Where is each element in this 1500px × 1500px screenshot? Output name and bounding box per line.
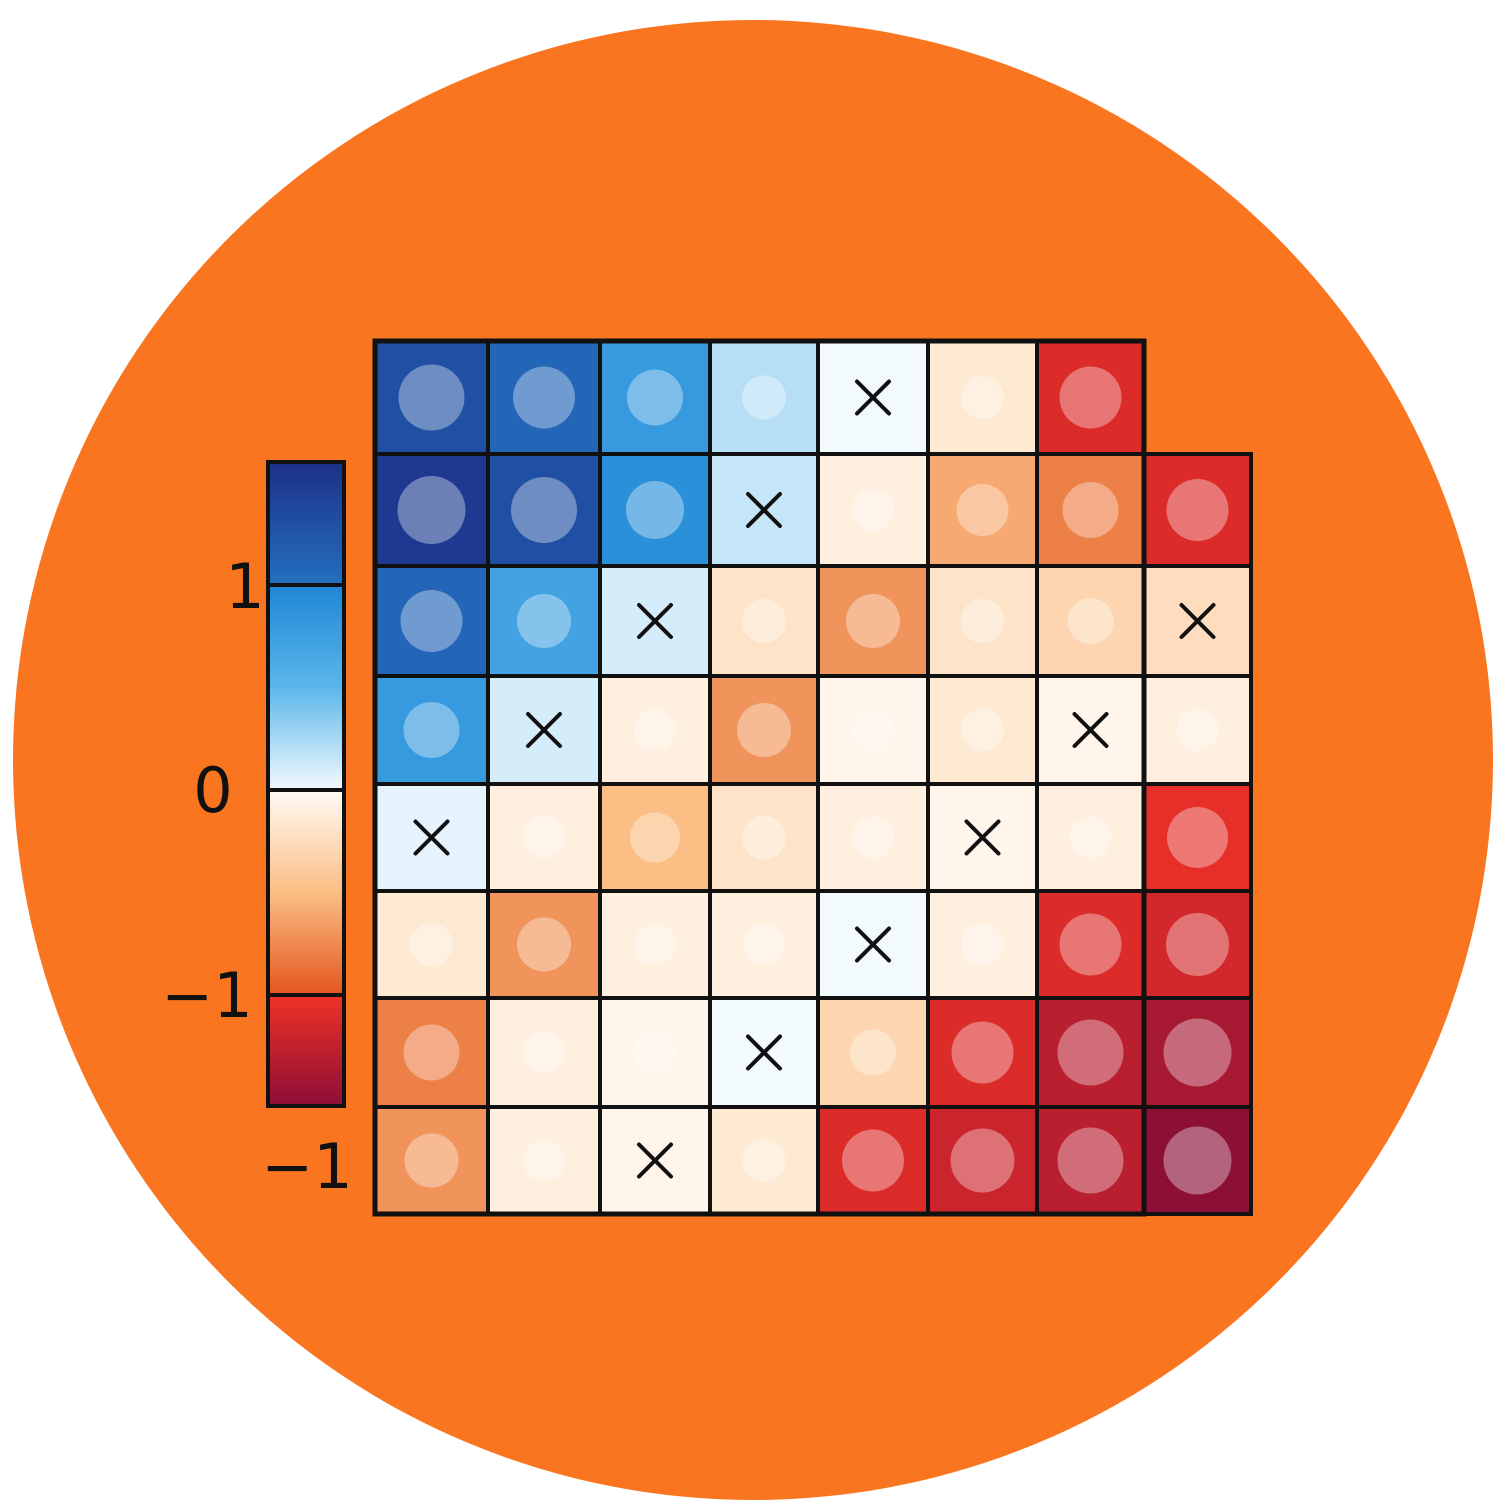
circle-marker	[1069, 816, 1112, 859]
circle-marker	[846, 594, 900, 648]
colorbar-tick-1: 1	[225, 550, 264, 623]
colorbar-segment	[266, 460, 346, 587]
circle-marker	[960, 599, 1005, 643]
colorbar-segment	[266, 993, 346, 1108]
circle-marker	[517, 917, 571, 972]
circle-marker	[961, 708, 1004, 752]
x-marker	[413, 819, 450, 856]
circle-marker	[634, 923, 676, 966]
x-marker	[855, 379, 891, 416]
circle-marker	[956, 484, 1009, 536]
circle-marker	[1166, 913, 1229, 976]
x-marker	[746, 1034, 782, 1071]
circle-marker	[1059, 366, 1122, 429]
colorbar-tick-0: 0	[193, 754, 232, 827]
colorbar	[266, 460, 346, 1108]
circle-marker	[742, 815, 786, 860]
circle-marker	[852, 709, 894, 751]
circle-marker	[397, 476, 466, 544]
circle-marker	[410, 923, 453, 966]
circle-marker	[1163, 1126, 1232, 1195]
circle-marker	[523, 1031, 565, 1074]
circle-marker	[1176, 709, 1219, 751]
x-marker	[746, 492, 782, 528]
circle-marker	[743, 923, 785, 966]
circle-marker	[517, 594, 571, 648]
circle-marker	[1062, 482, 1119, 538]
colorbar-segment	[266, 583, 346, 792]
circle-marker	[742, 375, 786, 420]
circle-marker	[523, 816, 565, 859]
x-marker	[637, 603, 673, 639]
circle-marker	[950, 1128, 1015, 1193]
x-marker	[964, 819, 1001, 856]
circle-marker	[852, 816, 894, 859]
circle-marker	[1057, 1019, 1124, 1086]
x-marker	[1072, 712, 1109, 748]
circle-marker	[961, 923, 1004, 966]
x-marker	[1179, 603, 1216, 639]
x-marker	[637, 1142, 673, 1179]
circle-marker	[404, 1133, 459, 1188]
circle-marker	[951, 1021, 1014, 1084]
circle-marker	[403, 702, 460, 758]
circle-marker	[850, 1029, 896, 1076]
grid-border	[372, 338, 1147, 1217]
circle-marker	[634, 709, 676, 751]
circle-marker	[742, 599, 786, 643]
circle-marker	[398, 364, 465, 431]
colorbar-extra-label: −1	[261, 1130, 352, 1203]
circle-marker	[1057, 1127, 1124, 1194]
circle-marker	[1166, 479, 1229, 541]
circle-marker	[626, 481, 684, 539]
heatmap-cells	[372, 338, 1253, 1217]
circle-marker	[511, 477, 577, 543]
circle-marker	[523, 1139, 565, 1182]
circle-marker	[842, 1129, 904, 1192]
circle-marker	[627, 369, 683, 426]
circle-marker	[400, 590, 463, 652]
colorbar-tick-minus-1: −1	[161, 959, 252, 1032]
circle-marker	[1167, 807, 1228, 868]
heatmap-cell	[1035, 889, 1146, 1000]
circle-marker	[634, 1032, 676, 1073]
circle-marker	[742, 1139, 786, 1182]
circle-marker	[737, 703, 791, 757]
circle-marker	[403, 1024, 460, 1081]
circle-marker	[1067, 598, 1114, 644]
circle-marker	[1163, 1018, 1232, 1087]
colorbar-segment	[266, 788, 346, 997]
circle-marker	[1059, 913, 1122, 976]
circle-marker	[961, 376, 1004, 419]
circle-marker	[513, 366, 575, 429]
x-marker	[855, 926, 891, 963]
circle-marker	[630, 812, 680, 863]
x-marker	[526, 712, 562, 748]
circle-marker	[852, 489, 894, 531]
